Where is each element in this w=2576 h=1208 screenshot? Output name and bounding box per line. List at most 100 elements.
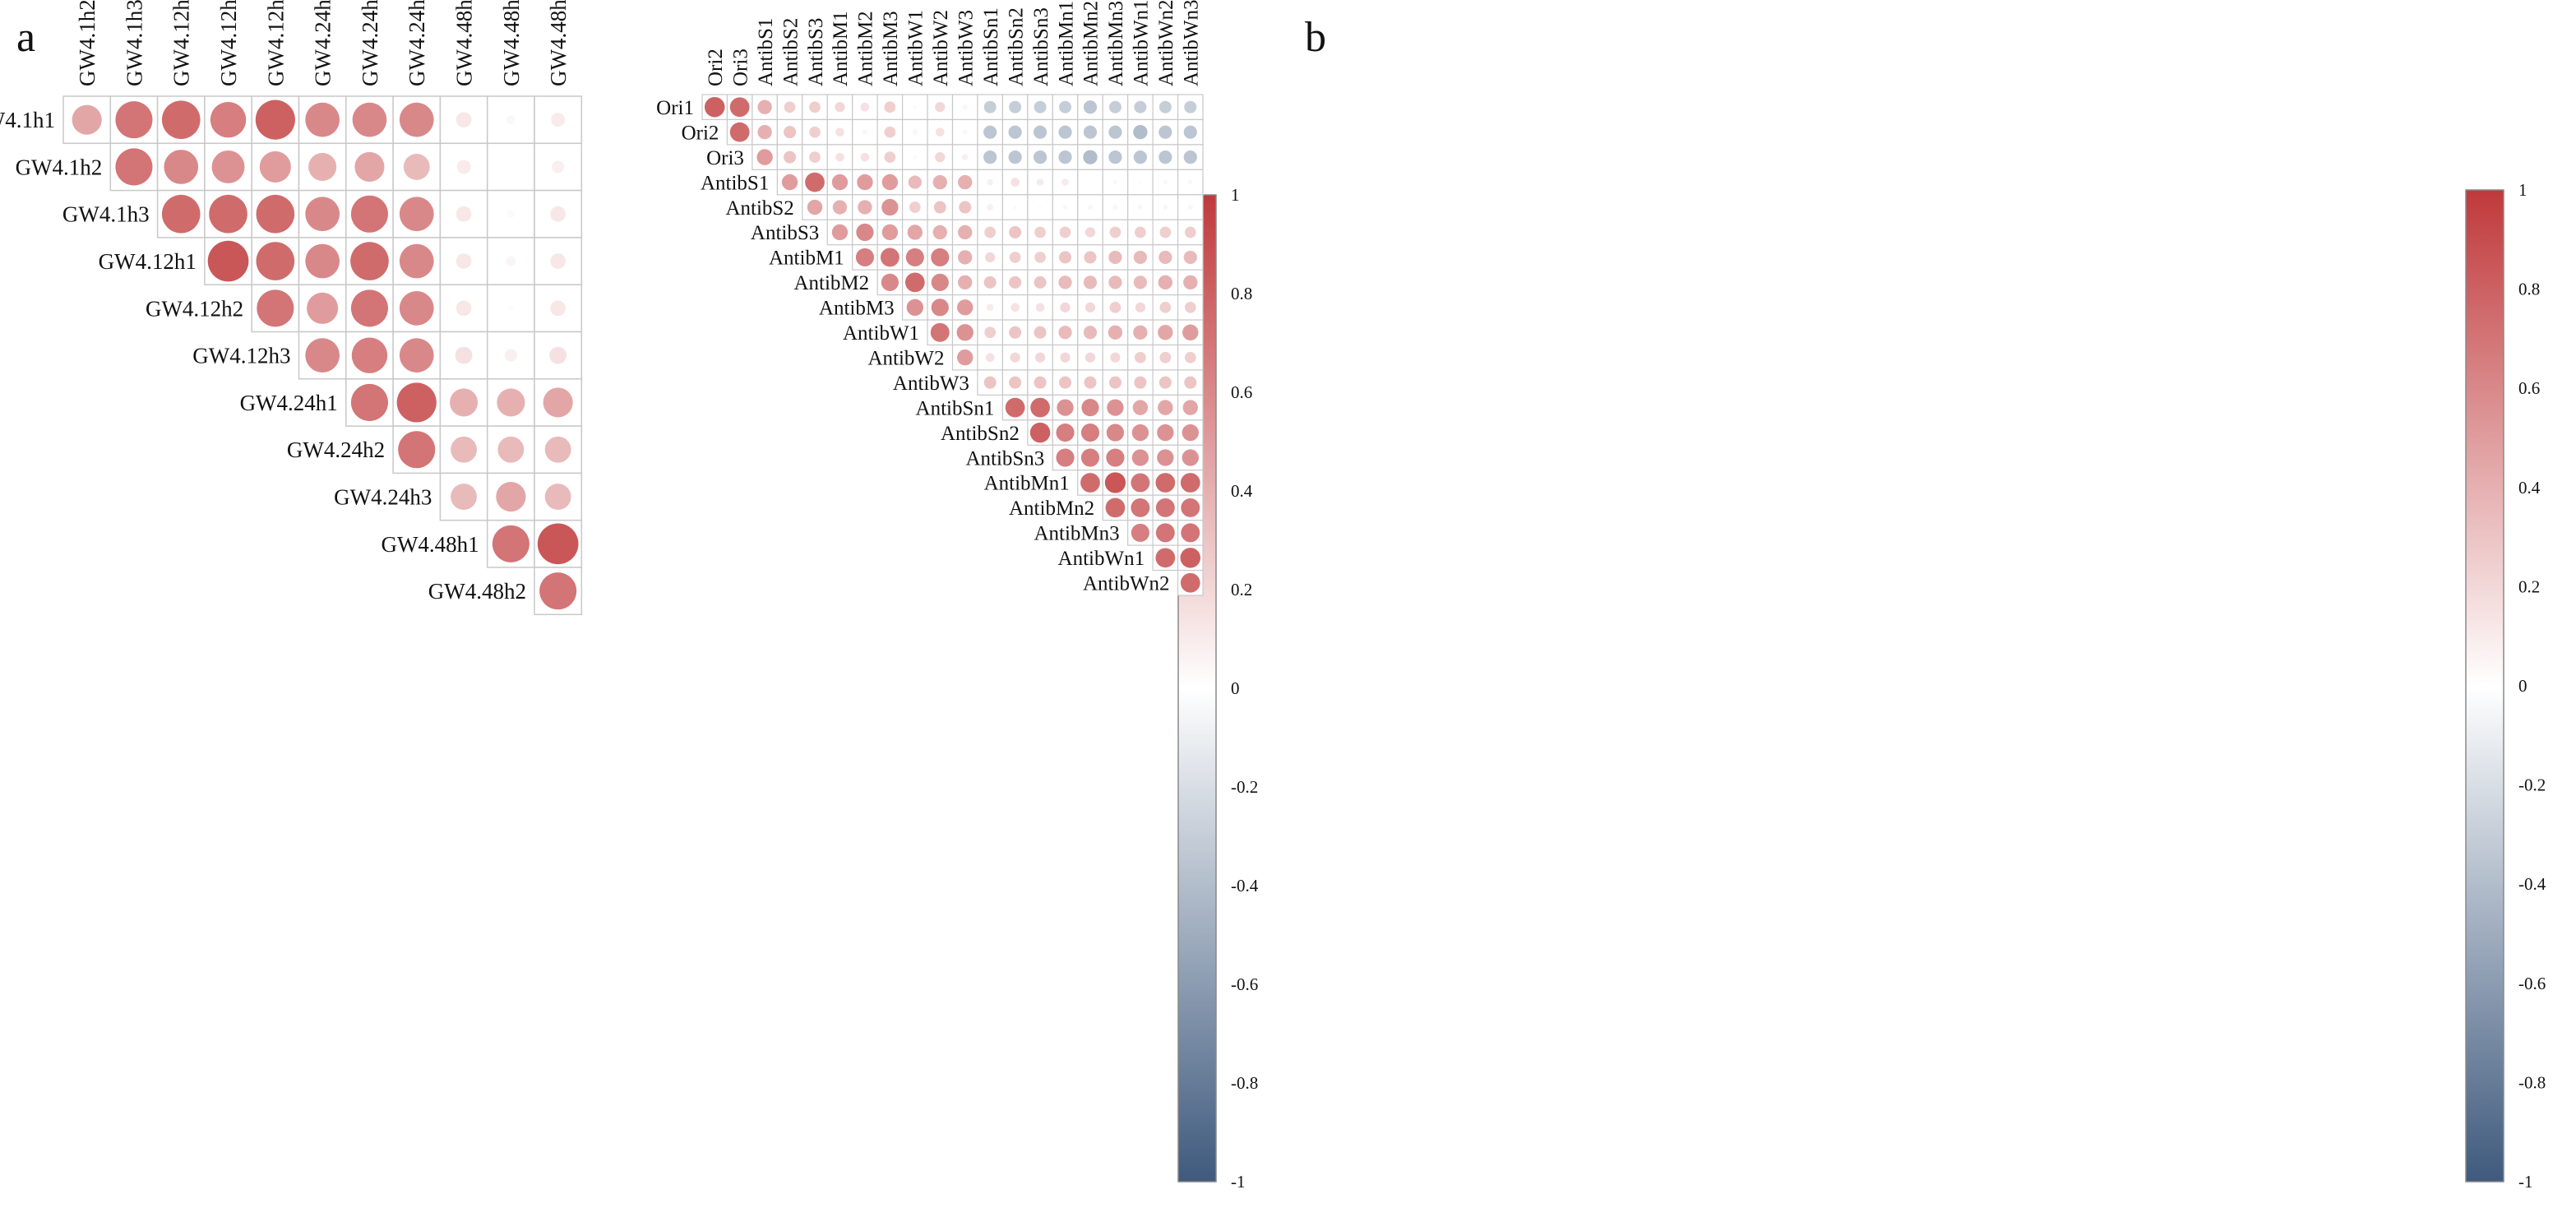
col-label-a-10: GW4.48h3: [546, 0, 571, 86]
corr-circle-a-2-7: [399, 197, 434, 232]
colorbar-a-tick-4: 0.2: [1231, 580, 1252, 599]
corr-circle-b-2-6: [860, 152, 870, 162]
row-label-b-2: Ori3: [706, 147, 744, 169]
corr-circle-b-7-16: [1108, 275, 1122, 289]
row-label-b-18: AntibWn1: [1058, 548, 1145, 570]
corr-circle-a-4-6: [350, 289, 388, 327]
cell-b-4-9: [927, 194, 954, 220]
corr-circle-a-3-5: [305, 243, 340, 279]
corr-circle-a-6-6: [350, 383, 388, 421]
col-label-a-4: GW4.12h3: [263, 0, 288, 86]
corr-circle-b-1-17: [1133, 125, 1148, 140]
corr-circle-b-4-15: [1087, 204, 1094, 211]
corr-circle-b-10-13: [1034, 352, 1046, 363]
colorbar-b-tick-6: -0.2: [2518, 775, 2546, 795]
cell-b-3-8: [901, 169, 928, 196]
corr-circle-b-11-19: [1184, 376, 1197, 389]
corr-circle-a-8-10: [544, 484, 571, 510]
corr-circle-a-4-4: [257, 289, 294, 327]
corr-circle-b-7-18: [1158, 275, 1172, 290]
corr-circle-b-8-15: [1085, 302, 1096, 312]
corr-circle-a-4-10: [550, 300, 566, 317]
corr-circle-b-13-15: [1080, 423, 1100, 442]
corr-circle-b-19-19: [1180, 572, 1200, 593]
corr-circle-b-13-18: [1157, 423, 1174, 442]
col-label-b-8: AntibW1: [905, 10, 927, 86]
corr-circle-b-11-12: [1009, 376, 1022, 389]
col-label-a-2: GW4.12h1: [169, 0, 194, 86]
corr-circle-b-6-8: [905, 248, 924, 266]
row-label-b-9: AntibW1: [843, 322, 919, 345]
corr-circle-a-3-6: [350, 242, 389, 280]
corr-circle-b-1-8: [912, 129, 918, 135]
corr-circle-b-8-8: [906, 299, 923, 316]
corr-circle-b-5-16: [1109, 226, 1122, 238]
corr-circle-a-5-9: [504, 349, 517, 362]
colorbar-b-tick-9: -0.8: [2518, 1072, 2546, 1092]
corr-circle-b-1-16: [1108, 125, 1122, 139]
corr-circle-a-6-10: [543, 387, 573, 418]
colorbar-b-tick-2: 0.6: [2518, 378, 2540, 398]
colorbar-b: 1 0.8 0.6 0.4 0.2 0 -0.2 -0.4 -0.6 -0.8 -1: [2465, 180, 2546, 1192]
corr-circle-b-8-17: [1135, 302, 1146, 312]
corr-circle-a-1-7: [403, 154, 430, 180]
row-label-a-5: GW4.12h3: [192, 344, 290, 368]
corr-circle-b-14-14: [1056, 448, 1075, 467]
col-label-b-11: AntibSn1: [980, 7, 1002, 86]
corr-circle-b-2-10: [961, 154, 969, 161]
corr-circle-a-0-6: [352, 102, 387, 137]
corr-circle-b-11-13: [1034, 376, 1047, 389]
corr-circle-b-12-13: [1030, 397, 1050, 418]
corr-circle-b-11-18: [1159, 376, 1172, 389]
colorbar-a-tick-2: 0.6: [1231, 382, 1252, 402]
corr-circle-b-1-4: [809, 126, 821, 138]
correlation-matrix-a: GW4.1h2 GW4.1h3 GW4.12h1 GW4.12h2 GW4.12h3 GW…: [0, 0, 583, 616]
row-label-a-1: GW4.1h2: [16, 155, 103, 179]
cell-b-3-15: [1077, 169, 1103, 196]
corr-circle-b-15-18: [1155, 473, 1176, 493]
colorbar-b-tick-7: -0.4: [2518, 874, 2546, 894]
corr-circle-b-10-19: [1184, 351, 1196, 363]
cell-a-8-10: [534, 472, 583, 521]
corr-circle-b-5-5: [831, 224, 849, 241]
corr-circle-b-9-16: [1108, 325, 1123, 340]
corr-circle-b-3-5: [831, 174, 849, 191]
corr-circle-b-6-15: [1084, 251, 1097, 264]
corr-circle-b-0-19: [1184, 100, 1197, 113]
corr-circle-b-7-9: [931, 273, 949, 291]
row-label-a-3: GW4.12h1: [99, 249, 197, 274]
corr-circle-b-8-13: [1035, 303, 1045, 312]
corr-circle-b-18-19: [1180, 548, 1201, 568]
corr-circle-a-10-10: [539, 572, 577, 610]
corr-circle-a-5-8: [455, 346, 473, 364]
corr-circle-b-3-18: [1163, 179, 1168, 185]
corr-circle-b-1-5: [835, 127, 844, 137]
corr-circle-b-16-18: [1155, 498, 1175, 517]
corr-circle-b-7-11: [983, 275, 997, 289]
corr-circle-b-11-16: [1108, 376, 1122, 389]
corr-circle-b-3-10: [958, 174, 973, 190]
corr-circle-b-4-4: [807, 199, 823, 215]
colorbar-a-tick-6: -0.2: [1231, 777, 1258, 797]
colorbar-a-tick-3: 0.4: [1231, 481, 1253, 501]
row-label-a-4: GW4.12h2: [146, 296, 243, 321]
corr-circle-b-3-3: [781, 174, 798, 191]
row-label-b-8: AntibM3: [819, 298, 895, 320]
row-label-a-7: GW4.24h2: [287, 437, 385, 462]
corr-circle-b-12-14: [1057, 399, 1074, 416]
corr-circle-a-5-10: [549, 346, 567, 364]
corr-circle-b-18-18: [1155, 548, 1176, 568]
cell-b-12-19: [1177, 394, 1204, 421]
corr-circle-b-14-19: [1182, 449, 1199, 466]
colorbar-a-tick-8: -0.6: [1231, 974, 1258, 994]
corr-circle-b-5-19: [1184, 226, 1196, 238]
corr-circle-b-1-9: [935, 127, 945, 137]
corr-circle-a-3-3: [207, 240, 249, 282]
corr-circle-b-7-12: [1009, 275, 1022, 289]
corr-circle-b-5-14: [1059, 226, 1071, 238]
row-label-b-10: AntibW2: [867, 347, 944, 369]
corr-circle-b-9-19: [1182, 324, 1199, 340]
corr-circle-b-9-17: [1133, 325, 1148, 340]
corr-circle-a-0-4: [255, 100, 295, 140]
corr-circle-b-12-18: [1158, 400, 1173, 415]
